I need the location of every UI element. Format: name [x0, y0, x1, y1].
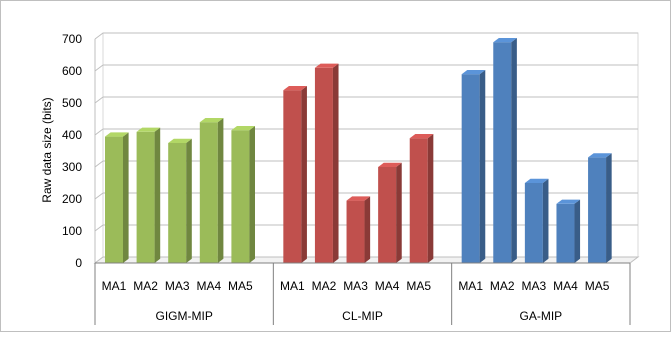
bar-front	[493, 42, 512, 264]
x-tick-label: MA4	[553, 279, 578, 293]
bar-side	[123, 132, 129, 263]
bar-front	[588, 157, 607, 263]
bar-top	[493, 38, 517, 43]
bar-side	[301, 86, 307, 263]
bar-front	[231, 130, 250, 263]
group-label: GA-MIP	[519, 309, 562, 323]
bar-side	[186, 138, 192, 263]
bar-side	[249, 126, 255, 263]
bar-side	[332, 63, 339, 263]
bar	[283, 86, 307, 263]
x-tick-label: MA5	[228, 279, 253, 293]
bar-side	[574, 199, 581, 263]
bar-front	[556, 203, 575, 263]
y-tick-label: 200	[62, 192, 82, 206]
bar-side	[427, 134, 434, 263]
bar	[493, 38, 517, 264]
x-tick-label: MA3	[522, 279, 547, 293]
bar-front	[314, 67, 333, 263]
bar-front	[346, 200, 365, 263]
bar-top	[346, 196, 371, 201]
x-tick-label: MA3	[343, 279, 368, 293]
bar-side	[511, 38, 517, 263]
bar-side	[217, 118, 224, 263]
bar-front	[283, 90, 302, 263]
y-tick-label: 0	[75, 256, 82, 270]
gridline-depth	[94, 224, 104, 232]
group-label: CL-MIP	[342, 309, 383, 323]
bar	[346, 196, 371, 263]
bar-side	[396, 162, 402, 263]
gridline-depth	[94, 192, 104, 200]
bar-top	[461, 70, 486, 75]
bar	[199, 118, 224, 263]
bar-side	[606, 153, 612, 263]
bar-top	[409, 134, 434, 139]
bar-front	[409, 138, 428, 263]
y-tick-label: 500	[62, 96, 82, 110]
bar-front	[524, 183, 543, 263]
bar-front	[199, 122, 218, 263]
gridline-depth	[94, 32, 104, 40]
bar-top	[168, 138, 192, 143]
y-axis-label: Raw data size (bits)	[40, 97, 54, 202]
bar	[168, 138, 192, 263]
back-wall	[102, 32, 639, 258]
x-tick-label: MA2	[133, 279, 158, 293]
bar-front	[136, 131, 155, 263]
bar-front	[461, 74, 480, 263]
bar-front	[168, 143, 187, 263]
bar-top	[199, 118, 224, 123]
bar-side	[364, 196, 371, 263]
bar-top	[588, 153, 612, 158]
bar-side	[542, 178, 549, 263]
y-tick-label: 400	[62, 128, 82, 142]
x-tick-label: MA4	[196, 279, 221, 293]
bar-front	[105, 136, 123, 263]
gridline-depth	[94, 96, 104, 104]
bar-top	[136, 127, 161, 132]
x-tick-label: MA1	[102, 279, 127, 293]
gridline-depth	[94, 160, 104, 168]
bar	[231, 126, 255, 263]
x-tick-label: MA5	[585, 279, 610, 293]
group-label: GIGM-MIP	[156, 309, 213, 323]
bar-side	[154, 127, 161, 263]
gridline-depth	[94, 64, 104, 72]
gridline-depth	[94, 128, 104, 136]
bar	[105, 132, 129, 263]
bar-top	[231, 126, 255, 131]
y-tick-label: 700	[62, 32, 82, 46]
bar-top	[556, 199, 581, 204]
bar-top	[105, 132, 129, 137]
y-tick-label: 600	[62, 64, 82, 78]
bar-top	[314, 63, 339, 68]
bar	[556, 199, 581, 263]
bar-side	[479, 70, 486, 263]
x-tick-label: MA3	[165, 279, 190, 293]
bar-top	[283, 86, 307, 91]
bar	[314, 63, 339, 263]
x-tick-label: MA1	[458, 279, 483, 293]
x-tick-label: MA2	[312, 279, 337, 293]
x-tick-label: MA2	[490, 279, 515, 293]
bar	[524, 178, 549, 263]
bar	[461, 70, 486, 263]
bar-front	[378, 167, 397, 263]
bar-top	[524, 178, 549, 183]
bar	[378, 162, 402, 263]
bar	[588, 153, 612, 263]
bar	[409, 134, 434, 263]
x-tick-label: MA1	[280, 279, 305, 293]
bar-top	[378, 162, 402, 167]
y-tick-label: 300	[62, 160, 82, 174]
y-tick-label: 100	[62, 224, 82, 238]
bar	[136, 127, 161, 263]
x-tick-label: MA5	[406, 279, 431, 293]
x-tick-label: MA4	[375, 279, 400, 293]
